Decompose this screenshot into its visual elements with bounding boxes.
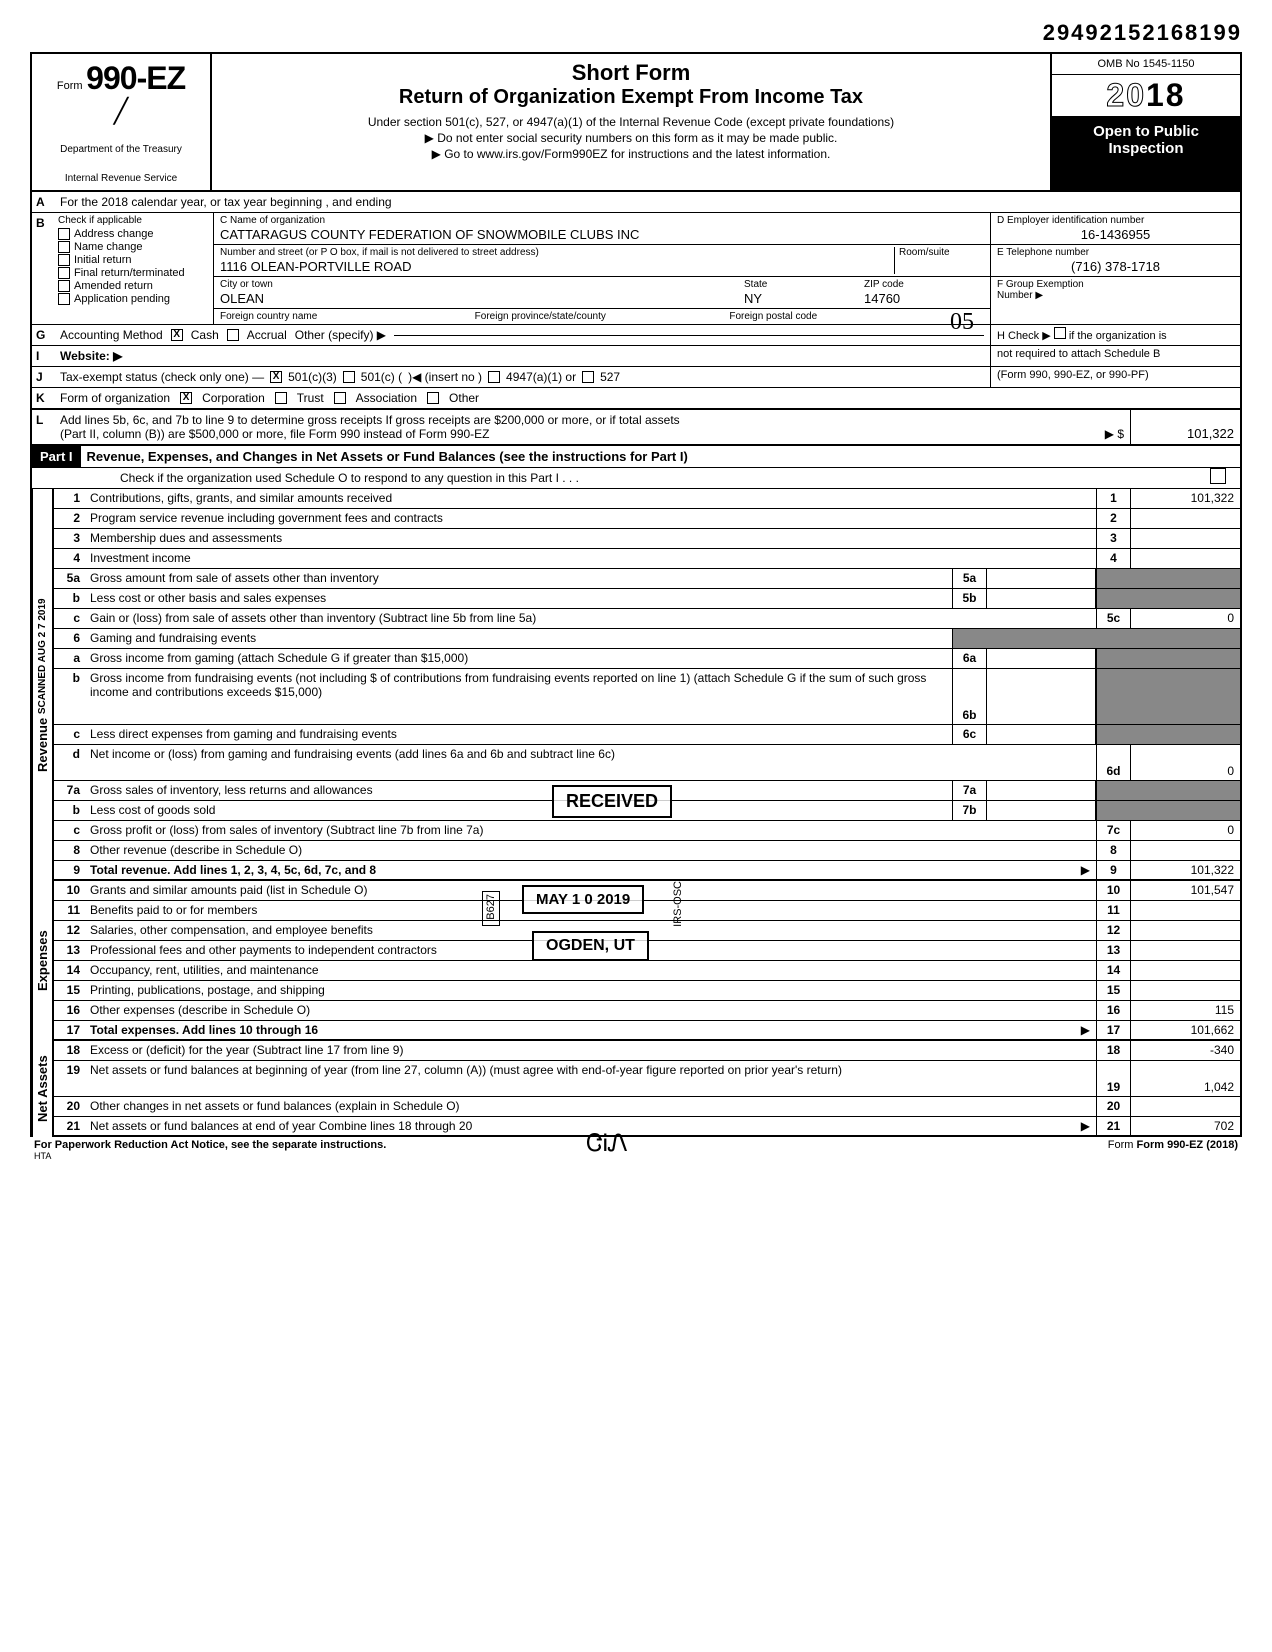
cb-corporation[interactable] xyxy=(180,392,192,404)
open-to-public: Open to Public Inspection xyxy=(1052,117,1240,190)
cb-4947[interactable] xyxy=(488,371,500,383)
omb-number: OMB No 1545-1150 xyxy=(1052,54,1240,75)
form-header: Form 990-EZ ╱ Department of the Treasury… xyxy=(30,52,1242,192)
line-l: L Add lines 5b, 6c, and 7b to line 9 to … xyxy=(30,410,1242,446)
line6d-value: 0 xyxy=(1130,745,1240,780)
line18-value: -340 xyxy=(1130,1041,1240,1060)
revenue-section: Revenue SCANNED AUG 2 7 2019 1Contributi… xyxy=(30,489,1242,881)
title-return: Return of Organization Exempt From Incom… xyxy=(224,86,1038,109)
net-assets-section: Net Assets 18Excess or (deficit) for the… xyxy=(30,1041,1242,1137)
org-city: OLEAN xyxy=(220,291,744,306)
expenses-section: Expenses 10Grants and similar amounts pa… xyxy=(30,881,1242,1041)
entity-block: B Check if applicable Address change Nam… xyxy=(30,213,1242,325)
subtitle-url: ▶ Go to www.irs.gov/Form990EZ for instru… xyxy=(224,147,1038,161)
stamp-ogden: OGDEN, UT xyxy=(532,931,649,961)
checkbox-column: Check if applicable Address change Name … xyxy=(54,213,214,324)
cb-501c3[interactable] xyxy=(270,371,282,383)
org-state: NY xyxy=(744,291,864,306)
line10-value: 101,547 xyxy=(1130,881,1240,900)
stamp-received: RECEIVED xyxy=(552,785,672,818)
form-prefix: Form 990-EZ xyxy=(40,60,202,97)
side-netassets: Net Assets xyxy=(32,1041,52,1137)
line-a-text: For the 2018 calendar year, or tax year … xyxy=(54,192,1240,212)
org-zip: 14760 xyxy=(864,291,984,306)
org-name: CATTARAGUS COUNTY FEDERATION OF SNOWMOBI… xyxy=(220,227,984,242)
cb-amended[interactable] xyxy=(58,280,70,292)
phone: (716) 378-1718 xyxy=(997,259,1234,274)
part1-sub: Check if the organization used Schedule … xyxy=(30,468,1242,489)
subtitle-section: Under section 501(c), 527, or 4947(a)(1)… xyxy=(224,115,1038,129)
cb-name[interactable] xyxy=(58,241,70,253)
handwritten-05: 05 xyxy=(950,309,974,336)
side-revenue: Revenue SCANNED AUG 2 7 2019 xyxy=(32,489,52,881)
cb-address[interactable] xyxy=(58,228,70,240)
cb-schedule-b[interactable] xyxy=(1054,327,1066,339)
subtitle-ssn: ▶ Do not enter social security numbers o… xyxy=(224,131,1038,145)
line-g-h: G Accounting Method Cash Accrual Other (… xyxy=(30,325,1242,346)
cb-other-org[interactable] xyxy=(427,392,439,404)
top-id-number: 29492152168199 xyxy=(30,20,1242,46)
part1-header: Part I Revenue, Expenses, and Changes in… xyxy=(30,446,1242,468)
cb-cash[interactable] xyxy=(171,329,183,341)
stamp-irs: IRS-OSC xyxy=(672,881,684,930)
form-number: 990-EZ xyxy=(86,60,185,96)
handwritten-sig: ᏣᎥᏁ xyxy=(586,1131,628,1158)
tax-year: 2018 xyxy=(1052,75,1240,117)
line9-value: 101,322 xyxy=(1130,861,1240,879)
dept-irs: Internal Revenue Service xyxy=(40,173,202,184)
line7c-value: 0 xyxy=(1130,821,1240,840)
line-k: K Form of organization Corporation Trust… xyxy=(30,388,1242,410)
cb-accrual[interactable] xyxy=(227,329,239,341)
footer-form-ref: Form Form 990-EZ (2018) xyxy=(1108,1139,1238,1161)
gross-receipts: 101,322 xyxy=(1130,410,1240,444)
footer: For Paperwork Reduction Act Notice, see … xyxy=(30,1137,1242,1163)
line21-value: 702 xyxy=(1130,1117,1240,1135)
ein: 16-1436955 xyxy=(997,227,1234,242)
header-right: OMB No 1545-1150 2018 Open to Public Ins… xyxy=(1050,54,1240,190)
line5c-value: 0 xyxy=(1130,609,1240,628)
cb-initial[interactable] xyxy=(58,254,70,266)
line19-value: 1,042 xyxy=(1130,1061,1240,1096)
dept-treasury: Department of the Treasury xyxy=(40,144,202,155)
org-street: 1116 OLEAN-PORTVILLE ROAD xyxy=(220,259,894,274)
line-a: A For the 2018 calendar year, or tax yea… xyxy=(30,192,1242,213)
cb-schedule-o[interactable] xyxy=(1210,468,1226,484)
cb-527[interactable] xyxy=(582,371,594,383)
cb-association[interactable] xyxy=(334,392,346,404)
line16-value: 115 xyxy=(1130,1001,1240,1020)
header-left: Form 990-EZ ╱ Department of the Treasury… xyxy=(32,54,212,190)
stamp-b627: B627 xyxy=(482,891,500,926)
line1-value: 101,322 xyxy=(1130,489,1240,508)
title-short-form: Short Form xyxy=(224,60,1038,86)
line-j: J Tax-exempt status (check only one) — 5… xyxy=(30,367,1242,388)
stamp-date: MAY 1 0 2019 xyxy=(522,885,644,914)
line-i: I Website: ▶ not required to attach Sche… xyxy=(30,346,1242,367)
cb-501c[interactable] xyxy=(343,371,355,383)
side-expenses: Expenses xyxy=(32,881,52,1041)
cb-final[interactable] xyxy=(58,267,70,279)
org-info-column: C Name of organization CATTARAGUS COUNTY… xyxy=(214,213,990,324)
right-info-column: D Employer identification number 16-1436… xyxy=(990,213,1240,324)
cb-trust[interactable] xyxy=(275,392,287,404)
header-center: Short Form Return of Organization Exempt… xyxy=(212,54,1050,190)
line17-value: 101,662 xyxy=(1130,1021,1240,1039)
cb-pending[interactable] xyxy=(58,293,70,305)
